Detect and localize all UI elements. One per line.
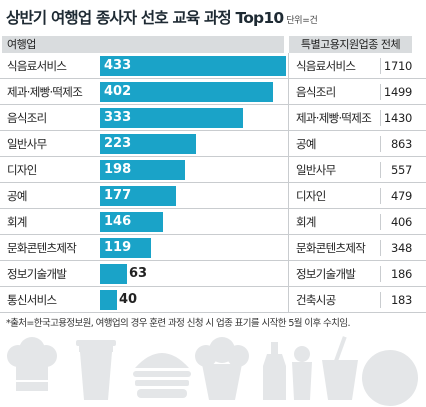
cell-divider — [380, 110, 381, 126]
cell-divider — [380, 58, 381, 74]
drink-cup-icon — [322, 336, 358, 400]
bar — [100, 56, 286, 76]
bar-value-label: 177 — [104, 188, 132, 203]
unit-label: 단위=건 — [286, 16, 318, 26]
bar — [100, 186, 176, 206]
bar — [100, 134, 196, 154]
right-category-label: 건축시공 — [296, 293, 336, 307]
left-category-label: 제과·제빵·떡제조 — [7, 85, 83, 99]
chart-title-text: 상반기 여행업 종사자 선호 교육 과정 Top10 — [6, 9, 284, 27]
left-category-label: 디자인 — [7, 163, 37, 177]
burger-icon — [133, 353, 191, 398]
column-divider — [288, 53, 289, 313]
bar — [100, 108, 243, 128]
right-category-label: 문화콘텐츠제작 — [296, 241, 366, 255]
right-value-label: 183 — [390, 293, 412, 307]
right-value-label: 1499 — [383, 85, 412, 99]
bar-value-label: 402 — [104, 84, 132, 99]
chart-title: 상반기 여행업 종사자 선호 교육 과정 Top10 단위=건 — [6, 6, 318, 28]
table-row: 공예 177 디자인 479 — [0, 183, 426, 209]
table-row: 음식조리 333 제과·제빵·떡제조 1430 — [0, 105, 426, 131]
left-category-label: 식음료서비스 — [7, 59, 67, 73]
cell-divider — [380, 162, 381, 178]
left-category-label: 문화콘텐츠제작 — [7, 241, 77, 255]
left-category-label: 음식조리 — [7, 111, 47, 125]
cell-divider — [380, 266, 381, 282]
bar — [100, 264, 127, 284]
bar-value-label: 198 — [104, 162, 132, 177]
table-row: 식음료서비스 433 식음료서비스 1710 — [0, 53, 426, 79]
cupcake-icon — [195, 337, 249, 400]
right-value-label: 186 — [390, 267, 412, 281]
right-category-label: 정보기술개발 — [296, 267, 356, 281]
right-category-label: 제과·제빵·떡제조 — [296, 111, 372, 125]
coffee-mug-icon — [362, 350, 418, 406]
left-category-label: 회계 — [7, 215, 27, 229]
bar — [100, 82, 273, 102]
bar — [100, 238, 151, 258]
bar — [100, 212, 163, 232]
right-value-label: 348 — [390, 241, 412, 255]
wine-bottle-icon — [263, 342, 312, 400]
right-category-label: 음식조리 — [296, 85, 336, 99]
right-category-label: 회계 — [296, 215, 316, 229]
cell-divider — [380, 292, 381, 308]
cell-divider — [380, 136, 381, 152]
bar-value-label: 40 — [119, 292, 138, 307]
table-row: 문화콘텐츠제작 119 문화콘텐츠제작 348 — [0, 235, 426, 261]
bar-value-label: 433 — [104, 58, 132, 73]
right-value-label: 863 — [390, 137, 412, 151]
left-category-label: 통신서비스 — [7, 293, 57, 307]
right-value-label: 479 — [390, 189, 412, 203]
left-category-label: 공예 — [7, 189, 27, 203]
table-row: 정보기술개발 63 정보기술개발 186 — [0, 261, 426, 287]
footnote: *출처=한국고용정보원, 여행업의 경우 훈련 과정 신청 시 업종 표기를 시… — [6, 318, 350, 329]
table-row: 디자인 198 일반사무 557 — [0, 157, 426, 183]
food-icons-strip — [7, 336, 418, 406]
left-category-label: 정보기술개발 — [7, 267, 67, 281]
right-category-label: 공예 — [296, 137, 316, 151]
bar — [100, 160, 185, 180]
right-column-header: 특별고용지원업종 전체 — [289, 36, 412, 53]
table-row: 제과·제빵·떡제조 402 음식조리 1499 — [0, 79, 426, 105]
cell-divider — [380, 188, 381, 204]
right-value-label: 406 — [390, 215, 412, 229]
left-column-header: 여행업 — [2, 36, 284, 53]
right-category-label: 일반사무 — [296, 163, 336, 177]
right-value-label: 1430 — [383, 111, 412, 125]
right-category-label: 식음료서비스 — [296, 59, 356, 73]
bar-value-label: 119 — [104, 240, 132, 255]
right-value-label: 557 — [390, 163, 412, 177]
bar-value-label: 63 — [129, 266, 148, 281]
cell-divider — [380, 214, 381, 230]
table-row: 통신서비스 40 건축시공 183 — [0, 287, 426, 313]
bar — [100, 290, 117, 310]
right-category-label: 디자인 — [296, 189, 326, 203]
cell-divider — [380, 84, 381, 100]
right-value-label: 1710 — [383, 59, 412, 73]
cell-divider — [380, 240, 381, 256]
bar-value-label: 333 — [104, 110, 132, 125]
bar-value-label: 146 — [104, 214, 132, 229]
coffee-cup-icon — [76, 340, 116, 400]
bar-value-label: 223 — [104, 136, 132, 151]
left-category-label: 일반사무 — [7, 137, 47, 151]
chef-hat-icon — [7, 337, 57, 391]
table-row: 일반사무 223 공예 863 — [0, 131, 426, 157]
table-row: 회계 146 회계 406 — [0, 209, 426, 235]
